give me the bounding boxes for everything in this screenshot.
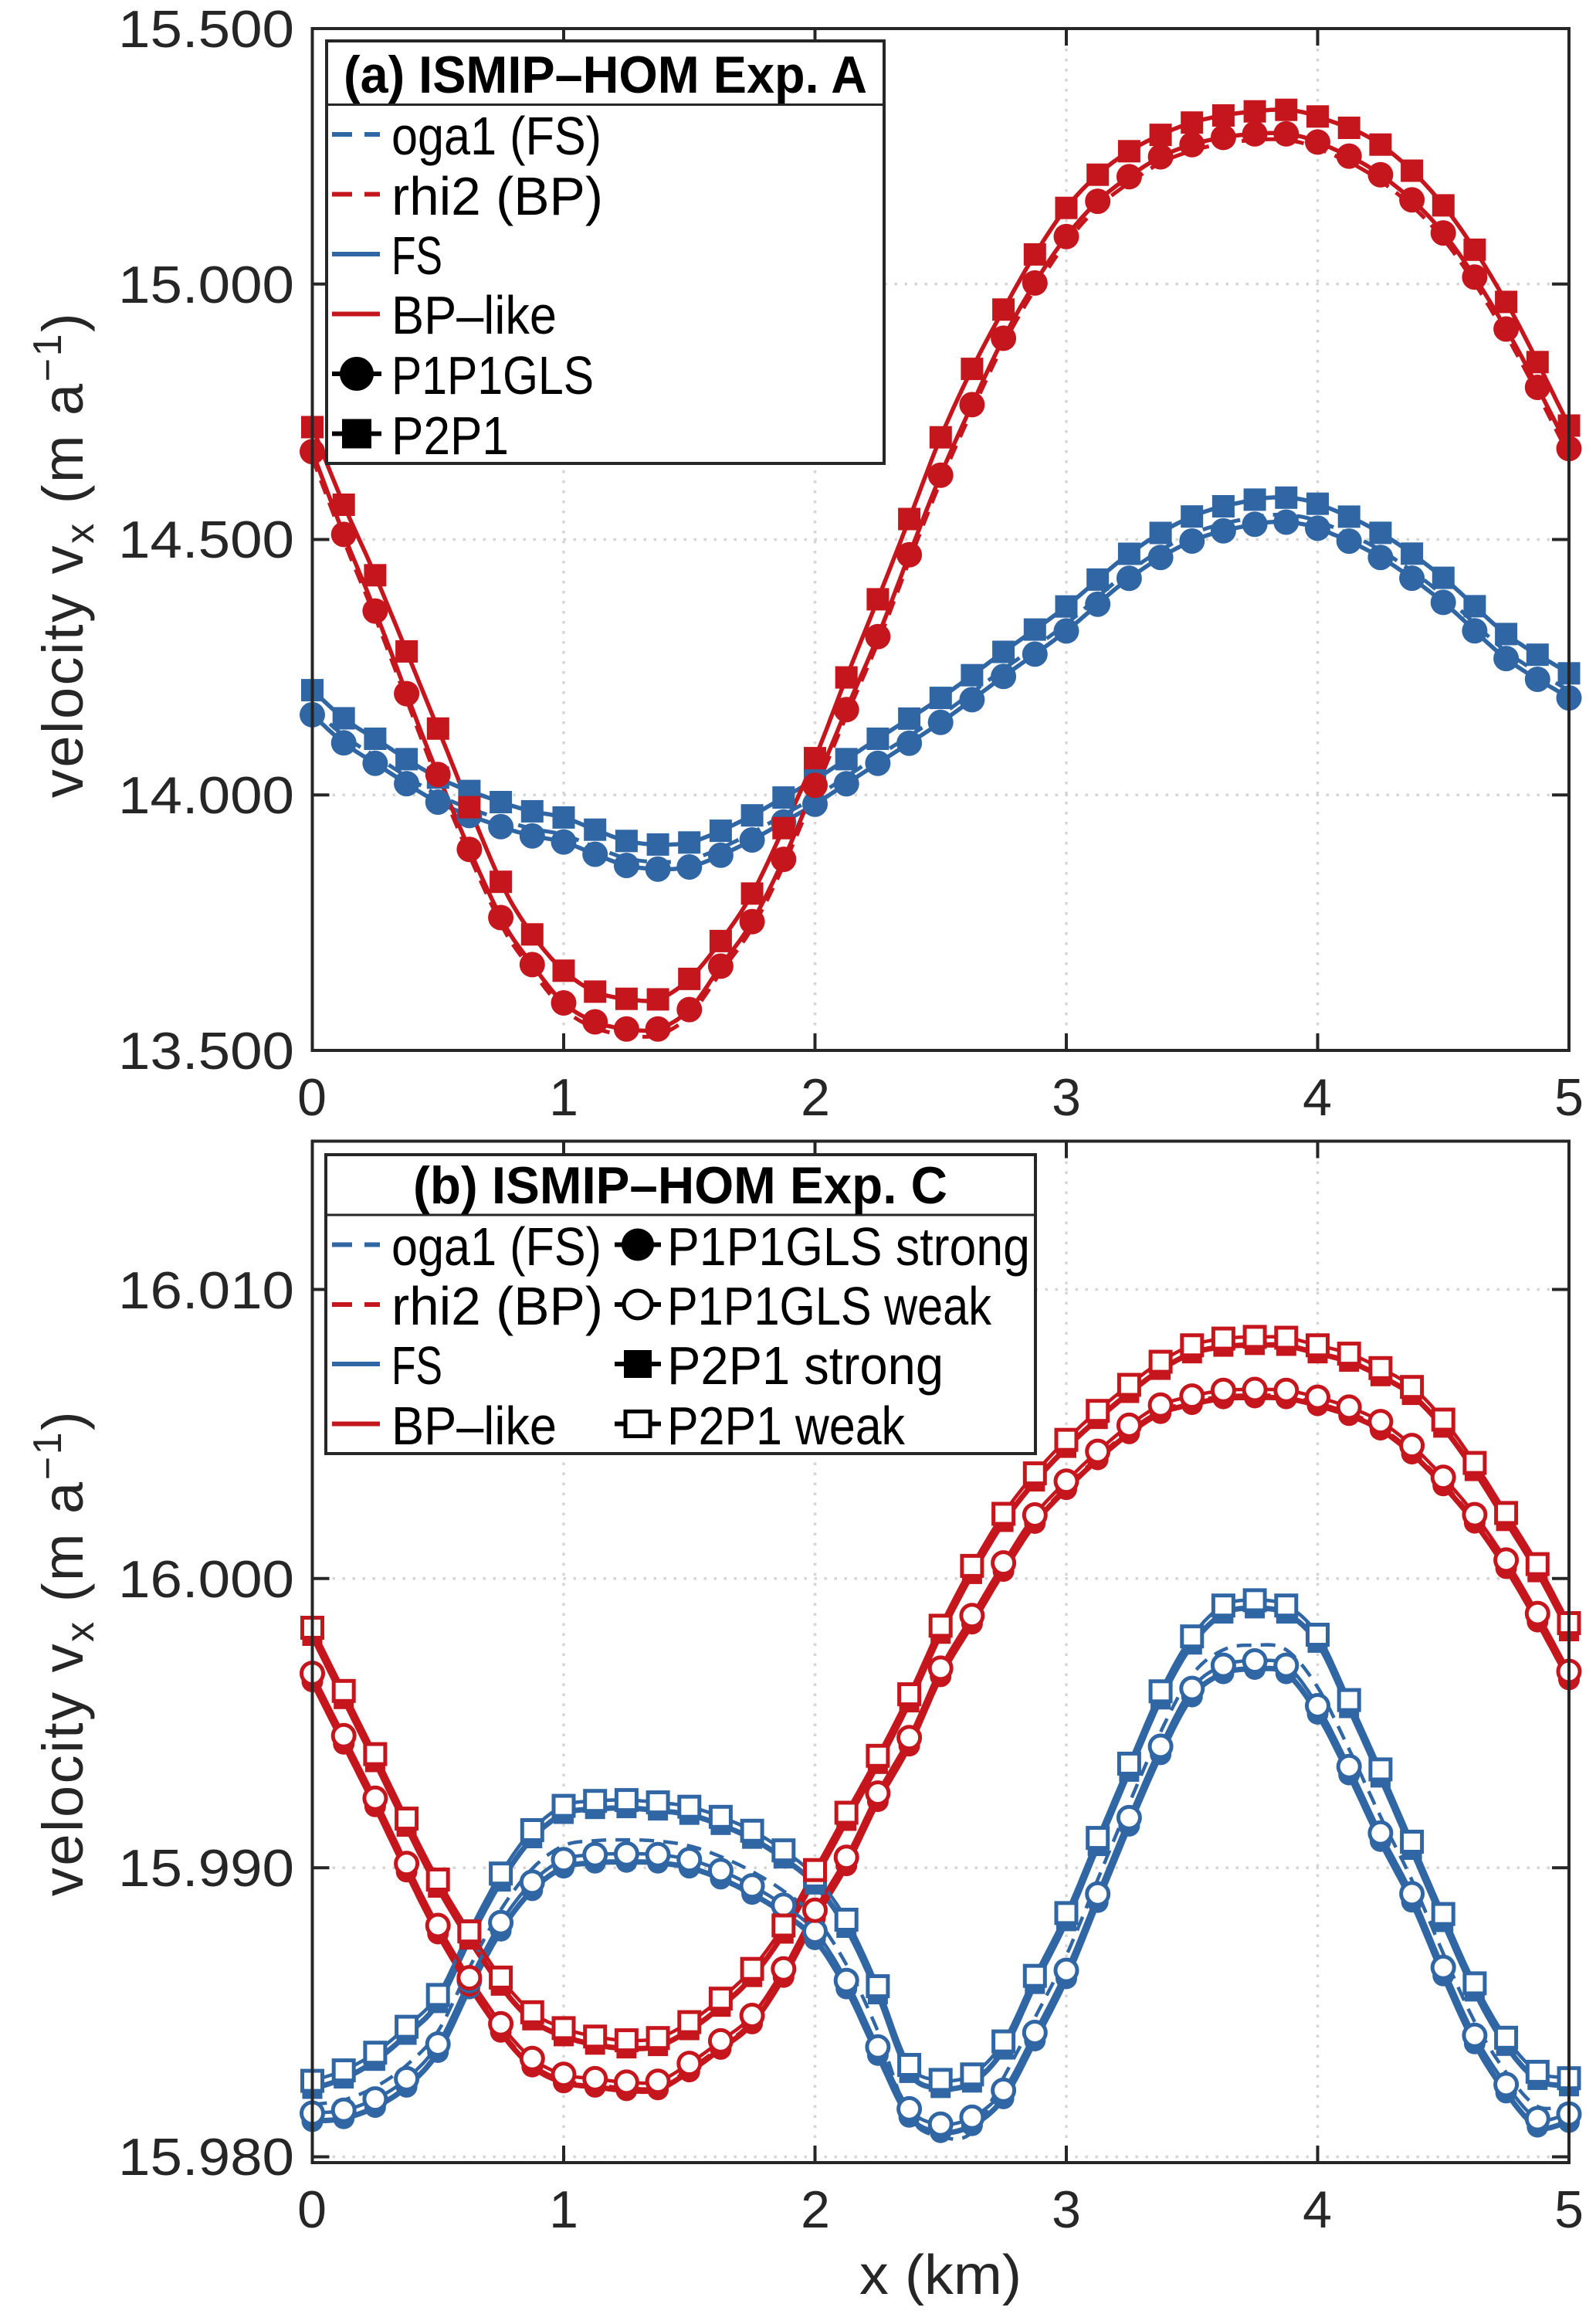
svg-text:P1P1GLS weak: P1P1GLS weak — [667, 1276, 992, 1336]
svg-text:16.000: 16.000 — [118, 1550, 294, 1609]
svg-text:14.500: 14.500 — [118, 511, 294, 569]
svg-text:1: 1 — [549, 2180, 578, 2239]
svg-text:1: 1 — [549, 1068, 578, 1127]
svg-text:15.000: 15.000 — [118, 256, 294, 314]
svg-text:x (km): x (km) — [859, 2244, 1022, 2306]
svg-text:5: 5 — [1554, 1068, 1584, 1127]
svg-text:oga1 (FS): oga1 (FS) — [391, 1216, 601, 1277]
svg-text:P2P1 strong: P2P1 strong — [667, 1335, 944, 1396]
svg-text:velocity vx (m a−1): velocity vx (m a−1) — [25, 311, 103, 798]
svg-text:2: 2 — [801, 1068, 830, 1127]
svg-text:P1P1GLS strong: P1P1GLS strong — [667, 1216, 1030, 1277]
svg-text:(a) ISMIP–HOM Exp. A: (a) ISMIP–HOM Exp. A — [344, 46, 867, 104]
svg-text:P1P1GLS: P1P1GLS — [391, 345, 594, 405]
svg-text:4: 4 — [1303, 2180, 1332, 2239]
svg-text:14.000: 14.000 — [118, 766, 294, 825]
svg-text:(b) ISMIP–HOM Exp. C: (b) ISMIP–HOM Exp. C — [413, 1156, 947, 1215]
svg-text:velocity vx (m a−1): velocity vx (m a−1) — [25, 1410, 103, 1896]
svg-text:13.500: 13.500 — [118, 1022, 294, 1081]
svg-text:3: 3 — [1052, 2180, 1081, 2239]
svg-text:0: 0 — [297, 2180, 327, 2239]
svg-text:rhi2 (BP): rhi2 (BP) — [391, 166, 603, 226]
svg-text:rhi2 (BP): rhi2 (BP) — [391, 1276, 603, 1336]
svg-text:0: 0 — [297, 1068, 327, 1127]
svg-text:BP–like: BP–like — [391, 285, 557, 345]
svg-text:oga1 (FS): oga1 (FS) — [391, 106, 601, 166]
svg-text:16.010: 16.010 — [118, 1261, 294, 1320]
svg-text:2: 2 — [801, 2180, 830, 2239]
svg-text:FS: FS — [391, 1335, 442, 1396]
svg-text:P2P1: P2P1 — [391, 405, 509, 466]
svg-text:BP–like: BP–like — [391, 1396, 557, 1456]
svg-text:5: 5 — [1554, 2180, 1584, 2239]
svg-text:P2P1 weak: P2P1 weak — [667, 1396, 906, 1456]
svg-text:4: 4 — [1303, 1068, 1332, 1127]
svg-text:15.980: 15.980 — [118, 2128, 294, 2187]
svg-text:FS: FS — [391, 226, 442, 286]
svg-text:15.500: 15.500 — [118, 0, 294, 59]
svg-text:15.990: 15.990 — [118, 1839, 294, 1898]
svg-text:3: 3 — [1052, 1068, 1081, 1127]
